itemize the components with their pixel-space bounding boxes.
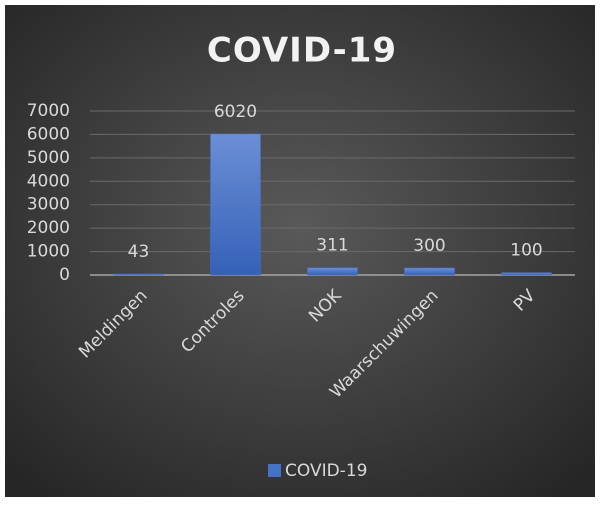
bar xyxy=(307,267,358,276)
bar xyxy=(113,273,164,276)
y-tick-label: 4000 xyxy=(27,171,70,191)
y-tick-label: 1000 xyxy=(27,242,70,262)
bar xyxy=(210,133,261,276)
bar xyxy=(501,272,552,276)
chart-background xyxy=(5,5,595,497)
data-label: 6020 xyxy=(214,102,257,122)
data-label: 311 xyxy=(316,236,348,256)
y-tick-label: 5000 xyxy=(27,148,70,168)
bar xyxy=(404,267,455,276)
legend-label: COVID-19 xyxy=(285,461,367,481)
y-tick-label: 6000 xyxy=(27,124,70,144)
legend-swatch xyxy=(268,464,281,477)
y-tick-label: 0 xyxy=(59,265,70,285)
data-label: 100 xyxy=(510,241,542,261)
y-tick-label: 7000 xyxy=(27,101,70,121)
y-tick-label: 2000 xyxy=(27,218,70,238)
data-label: 43 xyxy=(128,242,150,262)
chart-title: COVID-19 xyxy=(207,31,397,71)
y-tick-label: 3000 xyxy=(27,195,70,215)
data-label: 300 xyxy=(413,236,445,256)
